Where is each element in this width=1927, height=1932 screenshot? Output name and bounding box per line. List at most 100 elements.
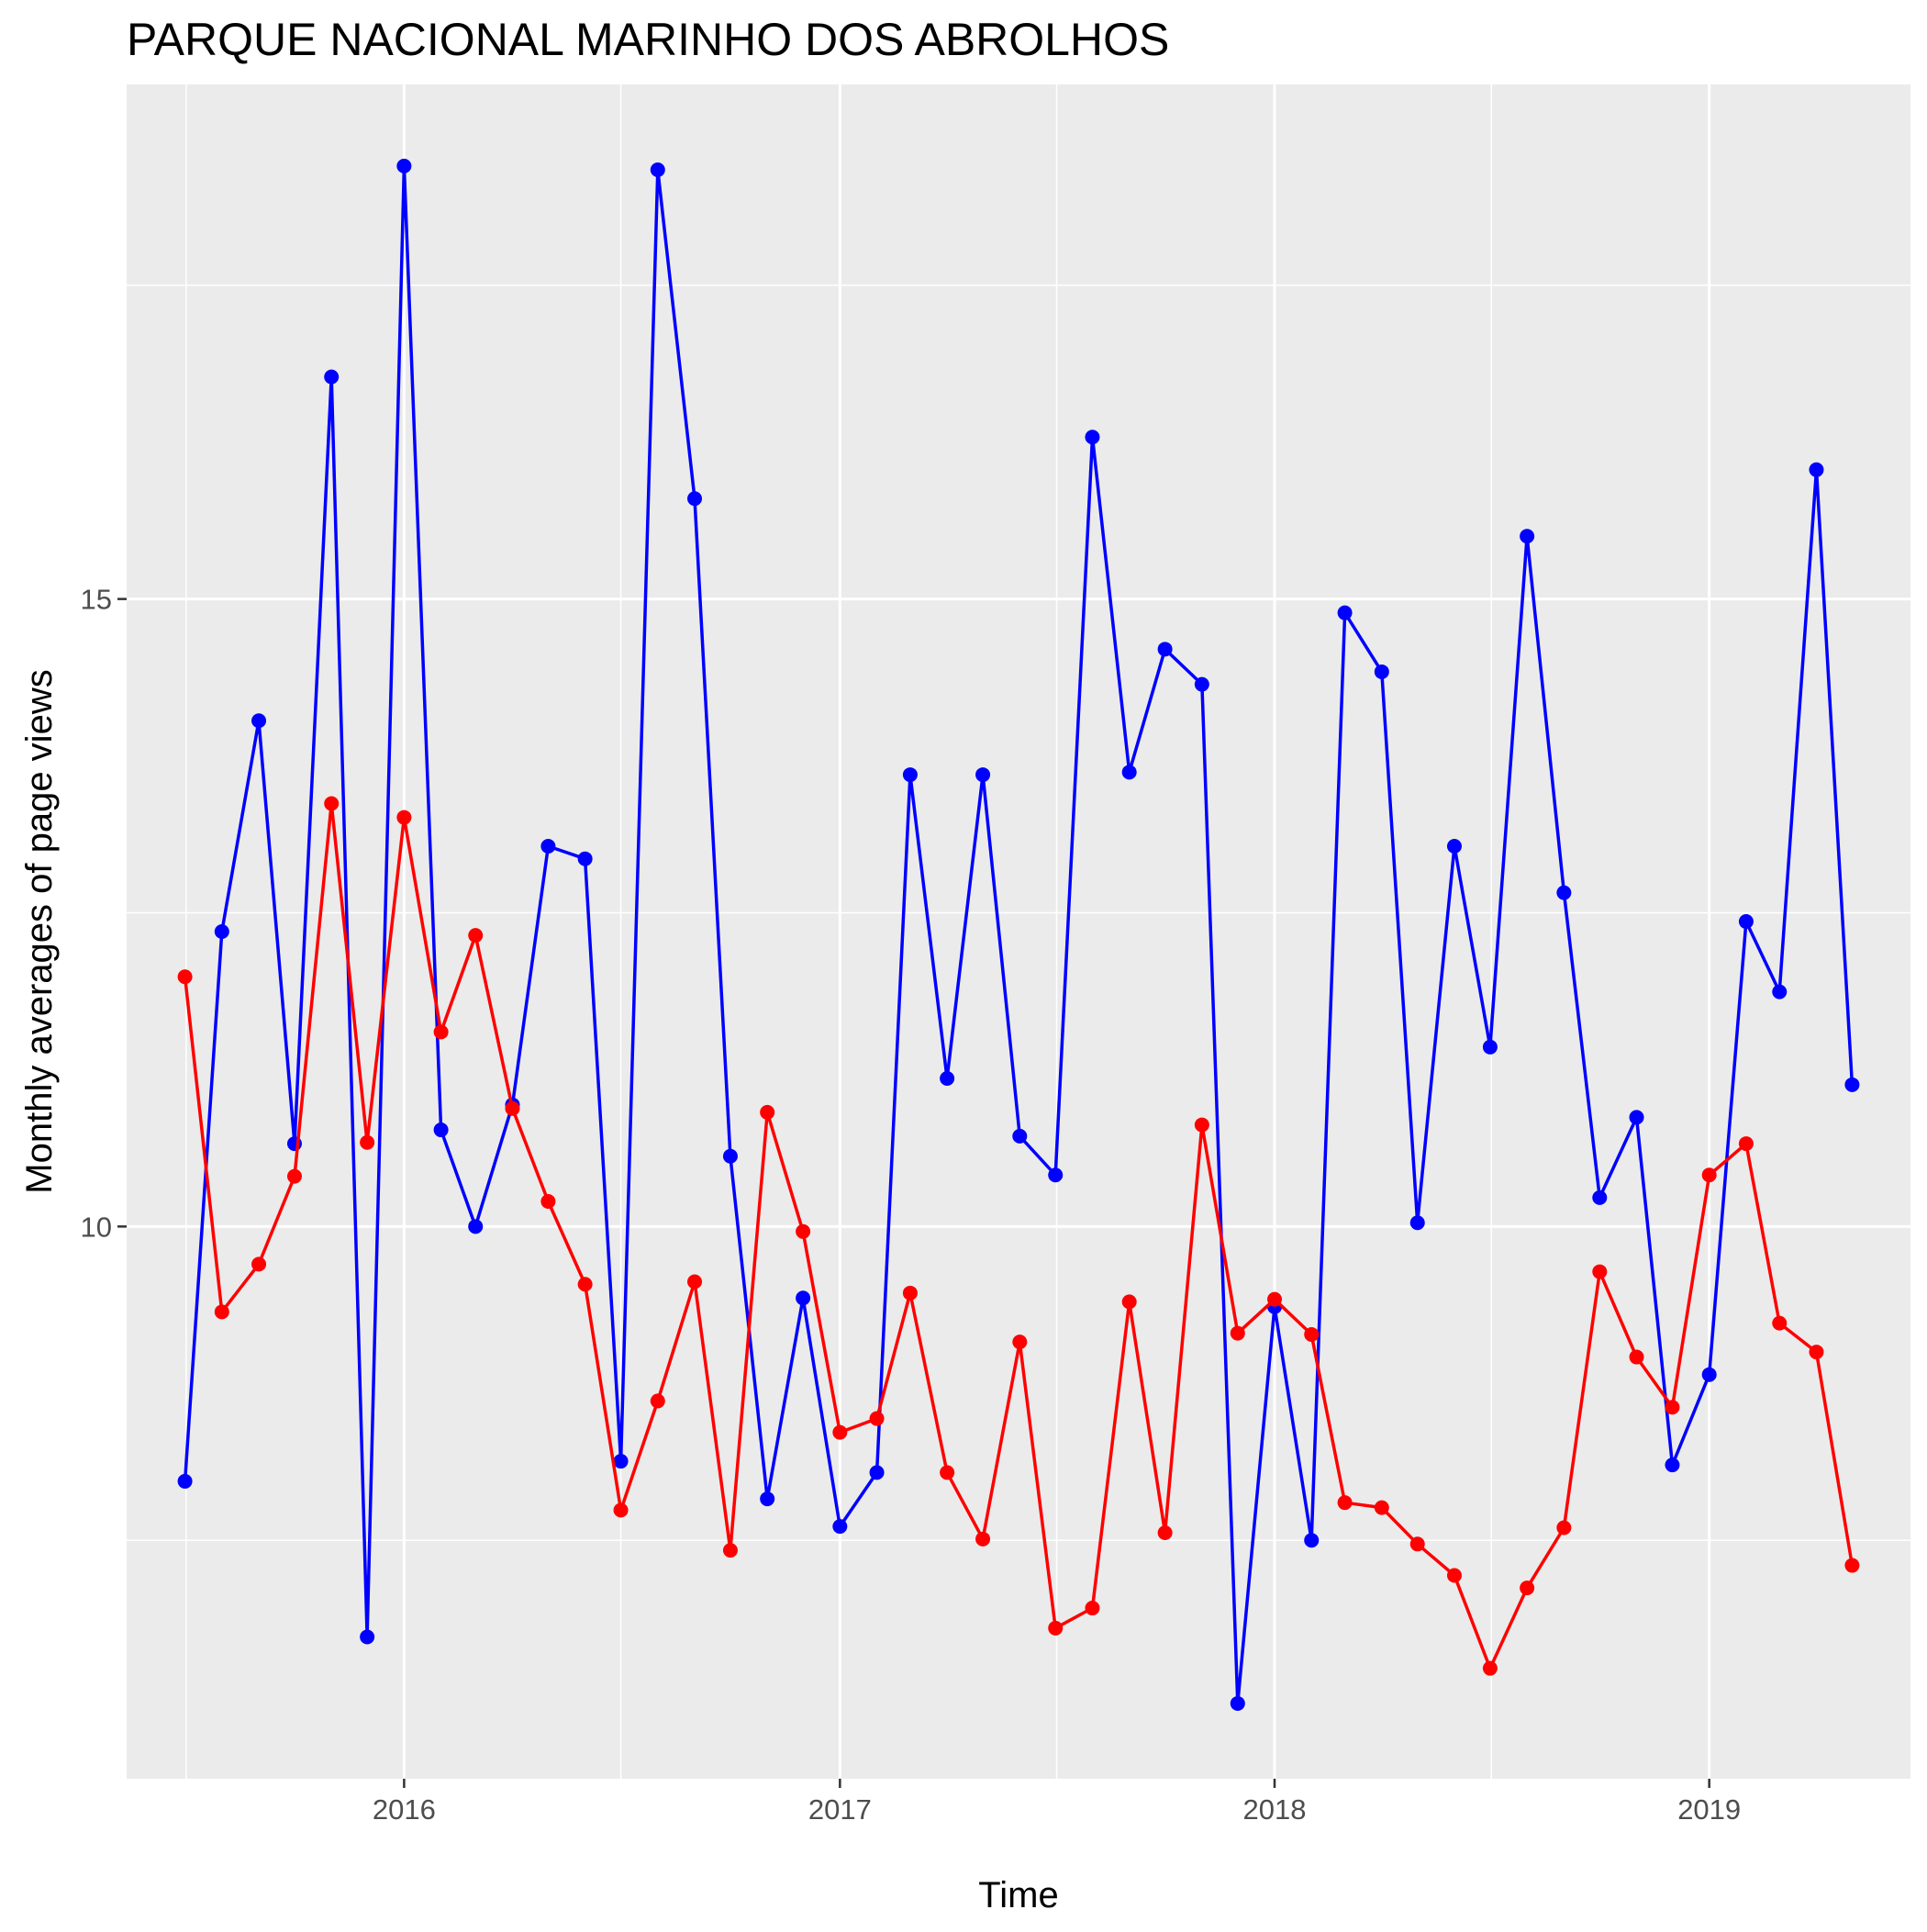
series-1-point-9 — [505, 1100, 520, 1116]
series-0-point-35 — [1446, 839, 1462, 854]
series-layer — [177, 158, 1860, 1711]
series-0-point-45 — [1809, 462, 1824, 477]
series-1-point-30 — [1267, 1291, 1283, 1307]
x-tick-label-1: 2017 — [808, 1793, 872, 1826]
series-0-point-17 — [796, 1290, 811, 1306]
series-0-point-12 — [613, 1454, 629, 1469]
series-0-point-8 — [468, 1219, 484, 1234]
series-0-point-46 — [1844, 1077, 1860, 1092]
y-tick-label-1: 15 — [81, 584, 112, 616]
plot-background — [127, 84, 1910, 1779]
series-1-point-20 — [902, 1285, 918, 1301]
series-0-point-14 — [687, 491, 703, 507]
x-tick-label-2: 2018 — [1243, 1793, 1307, 1826]
series-0-point-44 — [1772, 984, 1788, 1000]
series-1-point-39 — [1592, 1264, 1608, 1279]
series-0-point-16 — [760, 1491, 775, 1507]
series-0-point-15 — [722, 1148, 738, 1164]
series-0-point-40 — [1629, 1110, 1644, 1125]
series-1-point-12 — [613, 1502, 629, 1518]
series-0-point-0 — [177, 1473, 193, 1489]
x-axis-ticks: 2016 2017 2018 2019 — [373, 1779, 1741, 1826]
y-axis-label: Monthly averages of page views — [19, 669, 60, 1193]
series-0-point-33 — [1374, 664, 1389, 679]
series-1-point-28 — [1194, 1117, 1209, 1133]
series-1-point-35 — [1446, 1568, 1462, 1583]
series-0-point-28 — [1194, 676, 1209, 692]
series-0-point-21 — [940, 1070, 955, 1086]
x-tick-label-0: 2016 — [373, 1793, 436, 1826]
series-0-point-42 — [1701, 1367, 1717, 1382]
series-1-point-15 — [722, 1543, 738, 1558]
series-1-point-24 — [1048, 1620, 1064, 1636]
series-1-point-31 — [1304, 1326, 1320, 1342]
series-1-point-38 — [1556, 1520, 1572, 1536]
grid-minor-lines — [127, 84, 1910, 1779]
series-1-point-37 — [1520, 1580, 1535, 1596]
series-1-point-17 — [796, 1223, 811, 1239]
series-0-point-2 — [251, 713, 267, 729]
series-1-point-41 — [1665, 1400, 1680, 1415]
series-1-point-44 — [1772, 1315, 1788, 1331]
series-0-point-34 — [1409, 1215, 1425, 1231]
series-0-point-39 — [1592, 1189, 1608, 1205]
series-0-point-20 — [902, 767, 918, 783]
series-0-point-19 — [869, 1465, 885, 1480]
series-1-point-5 — [360, 1134, 375, 1150]
series-0-point-38 — [1556, 885, 1572, 900]
series-1-point-7 — [433, 1024, 449, 1040]
series-1-point-43 — [1738, 1136, 1754, 1152]
series-1-point-11 — [577, 1277, 593, 1292]
series-1 — [177, 796, 1860, 1676]
series-1-point-13 — [650, 1393, 665, 1409]
series-0-point-29 — [1230, 1695, 1245, 1711]
series-0-point-22 — [975, 767, 991, 783]
series-1-point-4 — [324, 796, 340, 811]
series-1-point-16 — [760, 1104, 775, 1120]
chart-title: PARQUE NACIONAL MARINHO DOS ABROLHOS — [127, 14, 1169, 65]
y-tick-label-0: 10 — [81, 1211, 112, 1243]
series-1-point-10 — [540, 1193, 556, 1209]
series-1-point-42 — [1701, 1167, 1717, 1183]
series-1-point-33 — [1374, 1500, 1389, 1515]
series-0-point-31 — [1304, 1533, 1320, 1548]
series-0-point-11 — [577, 851, 593, 866]
grid-major-lines — [127, 84, 1910, 1779]
series-0-point-23 — [1012, 1128, 1028, 1144]
series-1-point-45 — [1809, 1345, 1824, 1360]
series-0-point-32 — [1337, 605, 1353, 620]
series-0 — [177, 158, 1860, 1711]
series-1-point-46 — [1844, 1558, 1860, 1573]
series-1-point-36 — [1482, 1660, 1498, 1676]
series-1-point-6 — [396, 810, 412, 825]
series-0-point-6 — [396, 158, 412, 173]
series-1-point-3 — [286, 1168, 302, 1184]
series-0-point-37 — [1520, 529, 1535, 544]
series-0-point-13 — [650, 162, 665, 177]
series-0-point-25 — [1085, 430, 1100, 445]
series-1-point-19 — [869, 1411, 885, 1426]
series-0-point-1 — [214, 924, 229, 939]
series-1-point-34 — [1409, 1536, 1425, 1552]
series-1-point-32 — [1337, 1495, 1353, 1511]
y-axis-ticks: 10 15 — [81, 584, 127, 1243]
series-1-point-25 — [1085, 1601, 1100, 1616]
series-1-point-29 — [1230, 1325, 1245, 1341]
series-1-point-22 — [975, 1531, 991, 1547]
series-0-point-7 — [433, 1122, 449, 1138]
series-1-point-8 — [468, 928, 484, 944]
series-0-point-41 — [1665, 1457, 1680, 1473]
series-0-point-26 — [1121, 765, 1137, 780]
series-0-point-5 — [360, 1629, 375, 1645]
series-1-point-0 — [177, 969, 193, 985]
series-0-point-18 — [832, 1519, 848, 1535]
series-0-point-43 — [1738, 914, 1754, 930]
series-1-point-26 — [1121, 1294, 1137, 1310]
series-0-point-4 — [324, 369, 340, 385]
series-1-point-23 — [1012, 1335, 1028, 1350]
series-0-point-27 — [1157, 642, 1173, 657]
series-1-point-21 — [940, 1465, 955, 1480]
series-1-point-27 — [1157, 1524, 1173, 1540]
